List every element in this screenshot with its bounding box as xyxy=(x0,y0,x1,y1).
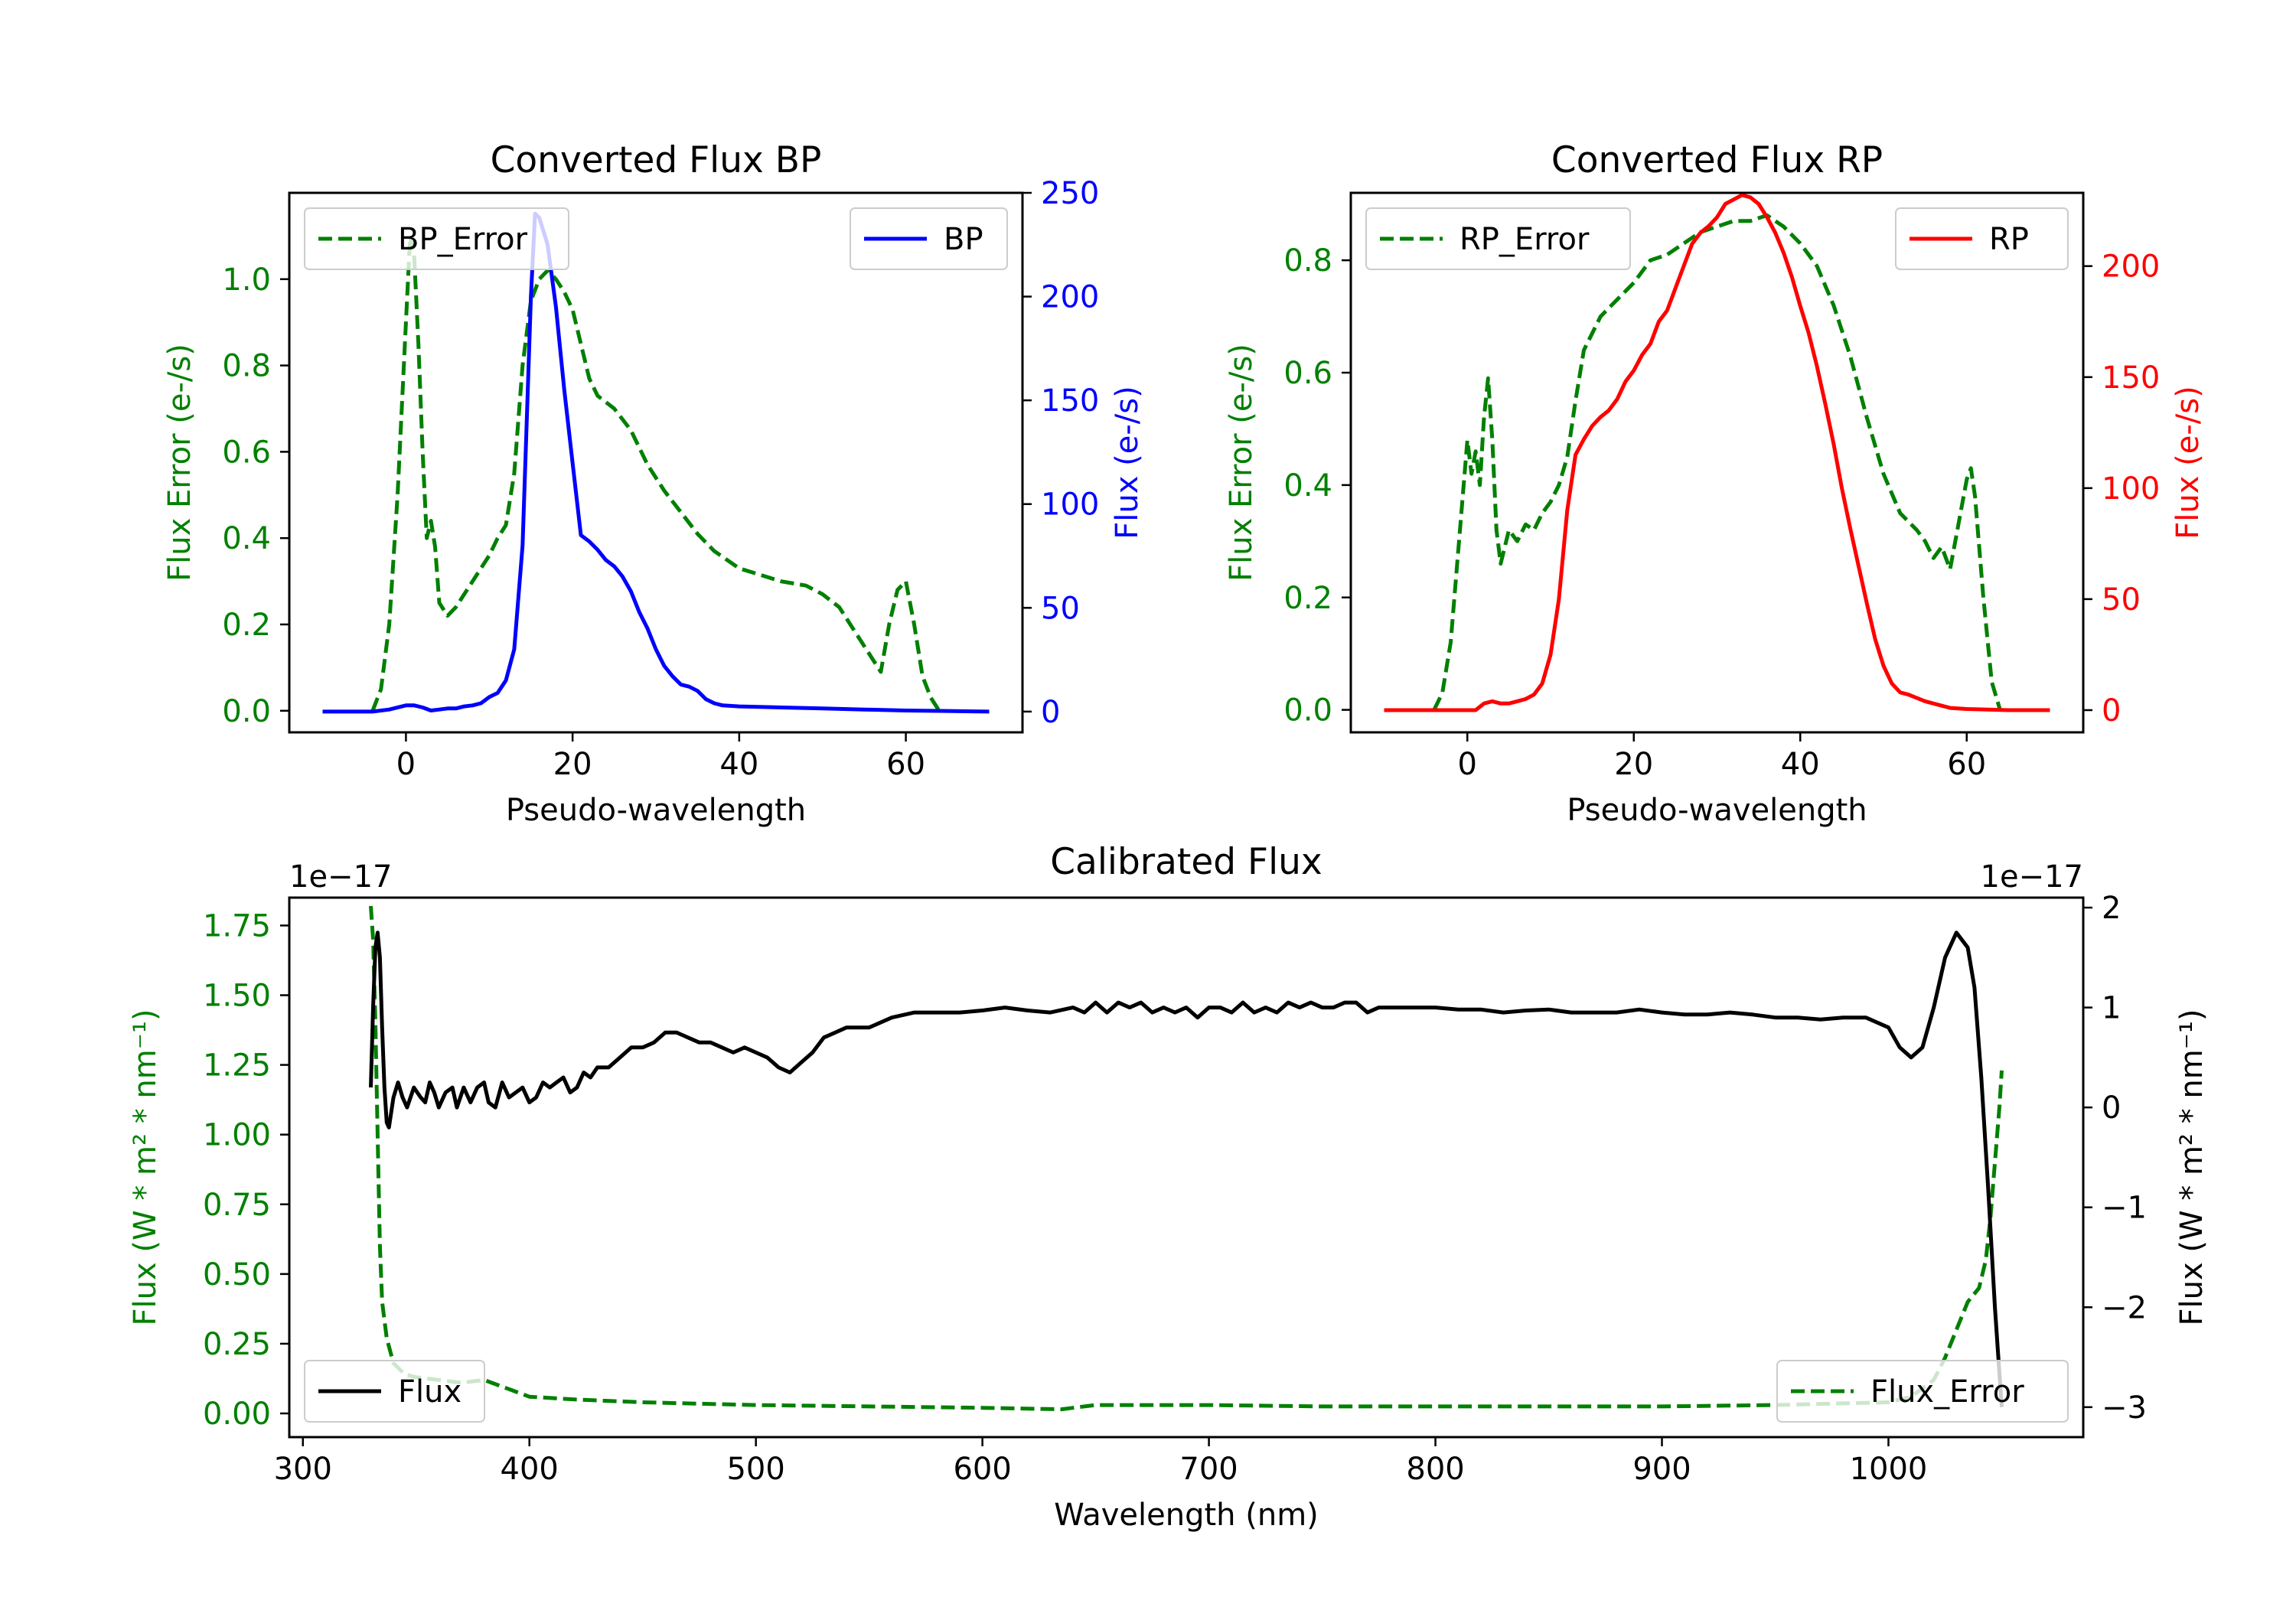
y-left-tick-label: 0.0 xyxy=(1283,693,1332,729)
y-right-tick-label: 100 xyxy=(1041,487,1099,523)
legend-box xyxy=(850,207,1008,270)
y-right-tick-label: 1 xyxy=(2102,991,2121,1026)
y-left-tick-label: 1.00 xyxy=(203,1118,271,1153)
y-right-axis-label: Flux (W * m² * nm⁻¹) xyxy=(2174,1009,2210,1326)
x-tick-label: 900 xyxy=(1632,1452,1691,1487)
y-right-tick-label: 100 xyxy=(2102,471,2160,507)
y-left-tick-label: 0.2 xyxy=(222,608,271,643)
y-right-tick-label: 0 xyxy=(1041,695,1060,730)
y-left-tick-label: 0.6 xyxy=(222,435,271,470)
y-left-axis-label: Flux Error (e-/s) xyxy=(1224,344,1259,582)
x-tick-label: 40 xyxy=(1781,747,1820,782)
series-line-rp-error xyxy=(1432,213,2002,711)
y-left-axis-label: Flux Error (e-/s) xyxy=(162,344,197,582)
x-tick-label: 800 xyxy=(1406,1452,1464,1487)
series-line-flux-error xyxy=(369,905,2004,1412)
x-tick-label: 500 xyxy=(726,1452,784,1487)
legend-rp: RP xyxy=(1895,207,2069,270)
x-tick-label: 40 xyxy=(719,747,758,782)
y-left-tick-label: 0.4 xyxy=(1283,468,1332,504)
x-axis-label: Wavelength (nm) xyxy=(1054,1498,1319,1533)
chart-3: 300 400 500 600 700 800 900 1000 0.00 0.25 0.50 0.7… xyxy=(128,841,2210,1533)
legend-label: Flux_Error xyxy=(1870,1374,2024,1410)
legend-box xyxy=(1365,207,1631,270)
y-right-tick-label: 50 xyxy=(2102,582,2141,618)
y-right-tick-label: 250 xyxy=(1041,176,1099,211)
chart-title: Calibrated Flux xyxy=(1050,841,1322,883)
y-left-axis-label: Flux (W * m² * nm⁻¹) xyxy=(128,1009,163,1326)
y-right-tick-label: 50 xyxy=(1041,591,1080,626)
x-tick-label: 400 xyxy=(501,1452,559,1487)
chart-2: 0 20 40 60 0.0 0.2 0.4 0.6 0.8 0 50 100 150 200 Conver… xyxy=(1224,139,2206,828)
plot-frame xyxy=(1349,191,2085,734)
legend-flux: Flux xyxy=(304,1360,485,1423)
x-tick-label: 700 xyxy=(1179,1452,1238,1487)
y-left-tick-label: 0.8 xyxy=(1283,243,1332,279)
series-line-bp-error xyxy=(370,233,941,712)
y-right-axis-label: Flux (e-/s) xyxy=(1110,386,1145,539)
offset-right-label: 1e−17 xyxy=(1981,859,2083,895)
legend-box xyxy=(1776,1360,2069,1423)
x-tick-label: 60 xyxy=(886,747,925,782)
legend-box xyxy=(1895,207,2069,270)
y-left-tick-label: 0.50 xyxy=(203,1257,271,1292)
x-axis-label: Pseudo-wavelength xyxy=(1567,793,1867,828)
x-tick-label: 20 xyxy=(553,747,592,782)
y-left-tick-label: 1.25 xyxy=(203,1048,271,1084)
y-right-tick-label: 200 xyxy=(1041,280,1099,315)
y-left-tick-label: 0.6 xyxy=(1283,356,1332,391)
legend-label: BP xyxy=(944,222,983,257)
legend-bp: BP xyxy=(850,207,1008,270)
y-left-tick-label: 1.75 xyxy=(203,908,271,944)
chart-1: 0 20 40 60 0.0 0.2 0.4 0.6 0.8 1.0 0 50 100 150 200 250… xyxy=(162,139,1145,828)
y-right-tick-label: 150 xyxy=(2102,360,2160,396)
series-line-rp xyxy=(1384,193,2050,712)
legend-label: BP_Error xyxy=(398,222,528,257)
chart-title: Converted Flux RP xyxy=(1551,139,1883,181)
x-tick-label: 1000 xyxy=(1850,1452,1928,1487)
y-right-tick-label: 0 xyxy=(2102,693,2121,729)
y-left-tick-label: 1.50 xyxy=(203,979,271,1014)
x-tick-label: 600 xyxy=(953,1452,1011,1487)
y-left-tick-label: 0.8 xyxy=(222,349,271,384)
offset-left-label: 1e−17 xyxy=(289,859,392,895)
legend-box xyxy=(304,207,569,270)
legend-box xyxy=(304,1360,485,1423)
y-left-tick-label: 0.0 xyxy=(222,694,271,729)
y-left-tick-label: 0.4 xyxy=(222,521,271,556)
x-tick-label: 300 xyxy=(274,1452,332,1487)
legend-flux-error: Flux_Error xyxy=(1776,1360,2069,1423)
x-axis-label: Pseudo-wavelength xyxy=(506,793,806,828)
x-tick-label: 0 xyxy=(396,747,416,782)
chart-title: Converted Flux BP xyxy=(491,139,822,181)
y-left-tick-label: 1.0 xyxy=(222,262,271,298)
y-left-tick-label: 0.2 xyxy=(1283,581,1332,616)
legend-label: RP_Error xyxy=(1459,222,1590,257)
y-left-tick-label: 0.00 xyxy=(203,1397,271,1432)
y-right-tick-label: −2 xyxy=(2102,1290,2147,1325)
series-line-bp xyxy=(322,211,990,714)
y-right-tick-label: 2 xyxy=(2102,891,2121,926)
series-line-flux xyxy=(369,931,2004,1407)
x-tick-label: 0 xyxy=(1458,747,1477,782)
y-left-tick-label: 0.25 xyxy=(203,1327,271,1362)
y-left-tick-label: 0.75 xyxy=(203,1188,271,1223)
plot-frame xyxy=(288,896,2085,1439)
x-tick-label: 20 xyxy=(1614,747,1653,782)
x-tick-label: 60 xyxy=(1947,747,1986,782)
legend-label: Flux xyxy=(398,1374,461,1410)
y-right-tick-label: 150 xyxy=(1041,383,1099,419)
y-right-axis-label: Flux (e-/s) xyxy=(2170,386,2206,539)
legend-rp-error: RP_Error xyxy=(1365,207,1631,270)
y-right-tick-label: 0 xyxy=(2102,1090,2121,1126)
y-right-tick-label: −1 xyxy=(2102,1191,2147,1226)
legend-label: RP xyxy=(1989,222,2029,257)
y-right-tick-label: 200 xyxy=(2102,249,2160,285)
y-right-tick-label: −3 xyxy=(2102,1390,2147,1426)
plot-frame xyxy=(288,191,1024,734)
legend-bp-error: BP_Error xyxy=(304,207,569,270)
